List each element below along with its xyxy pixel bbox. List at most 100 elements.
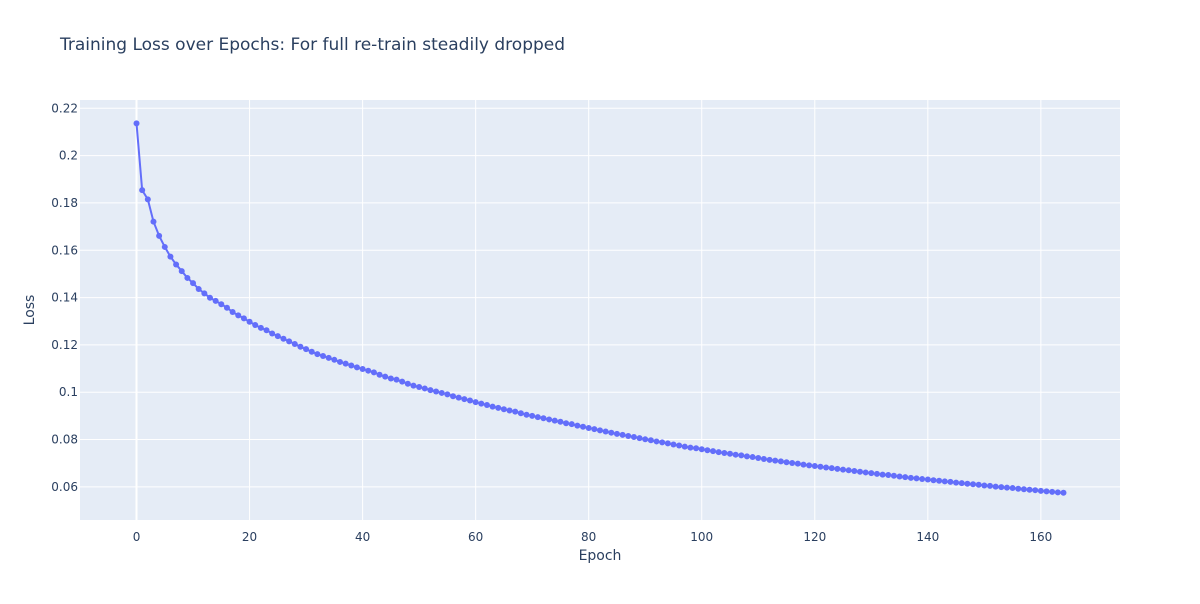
loss-point[interactable] xyxy=(670,441,677,448)
loss-point[interactable] xyxy=(964,480,971,487)
loss-point[interactable] xyxy=(308,348,315,355)
loss-point[interactable] xyxy=(291,340,298,347)
loss-point[interactable] xyxy=(772,457,779,464)
loss-point[interactable] xyxy=(597,427,603,434)
loss-point[interactable] xyxy=(817,463,824,470)
loss-point[interactable] xyxy=(789,459,796,466)
loss-point[interactable] xyxy=(433,388,440,395)
loss-point[interactable] xyxy=(613,430,620,437)
loss-point[interactable] xyxy=(529,412,536,419)
loss-point[interactable] xyxy=(161,243,168,250)
loss-point[interactable] xyxy=(698,446,705,453)
loss-point[interactable] xyxy=(387,375,394,382)
loss-point[interactable] xyxy=(845,467,852,474)
loss-point[interactable] xyxy=(427,387,434,394)
loss-point[interactable] xyxy=(811,463,818,470)
loss-point[interactable] xyxy=(500,406,507,413)
loss-point[interactable] xyxy=(252,322,259,329)
loss-point[interactable] xyxy=(1032,487,1039,494)
loss-point[interactable] xyxy=(173,261,180,268)
loss-point[interactable] xyxy=(608,429,615,436)
loss-point[interactable] xyxy=(659,439,666,446)
loss-point[interactable] xyxy=(450,393,457,400)
loss-point[interactable] xyxy=(201,290,208,297)
loss-point[interactable] xyxy=(1049,488,1056,495)
loss-point[interactable] xyxy=(495,404,502,411)
loss-point[interactable] xyxy=(585,424,592,431)
loss-point[interactable] xyxy=(823,464,830,471)
loss-point[interactable] xyxy=(907,474,914,481)
loss-point[interactable] xyxy=(195,286,202,293)
loss-point[interactable] xyxy=(664,440,671,447)
loss-point[interactable] xyxy=(1009,485,1016,492)
loss-point[interactable] xyxy=(184,274,191,281)
loss-point[interactable] xyxy=(240,315,247,322)
loss-point[interactable] xyxy=(144,196,151,203)
loss-point[interactable] xyxy=(619,431,626,438)
loss-point[interactable] xyxy=(297,343,304,350)
loss-point[interactable] xyxy=(902,474,909,481)
loss-point[interactable] xyxy=(806,462,813,469)
loss-point[interactable] xyxy=(416,384,423,391)
loss-point[interactable] xyxy=(727,450,733,457)
loss-point[interactable] xyxy=(438,389,445,396)
loss-point[interactable] xyxy=(924,476,931,483)
loss-point[interactable] xyxy=(557,418,564,425)
loss-point[interactable] xyxy=(223,304,230,311)
loss-point[interactable] xyxy=(280,335,287,342)
loss-point[interactable] xyxy=(156,232,163,239)
loss-point[interactable] xyxy=(348,362,355,369)
loss-point[interactable] xyxy=(314,351,321,358)
loss-point[interactable] xyxy=(721,450,728,457)
loss-point[interactable] xyxy=(207,294,213,301)
loss-point[interactable] xyxy=(461,396,468,403)
loss-point[interactable] xyxy=(1026,486,1033,493)
loss-point[interactable] xyxy=(325,354,332,361)
loss-point[interactable] xyxy=(517,410,524,417)
loss-point[interactable] xyxy=(212,297,219,304)
loss-point[interactable] xyxy=(523,411,530,418)
loss-point[interactable] xyxy=(653,438,660,445)
loss-point[interactable] xyxy=(936,477,943,484)
loss-point[interactable] xyxy=(404,380,411,387)
loss-point[interactable] xyxy=(568,421,575,428)
loss-point[interactable] xyxy=(467,397,473,404)
loss-point[interactable] xyxy=(472,399,479,406)
loss-point[interactable] xyxy=(834,465,841,472)
loss-point[interactable] xyxy=(421,385,428,392)
loss-point[interactable] xyxy=(862,469,869,476)
loss-point[interactable] xyxy=(563,420,570,427)
loss-point[interactable] xyxy=(743,453,750,460)
loss-point[interactable] xyxy=(975,481,982,488)
loss-point[interactable] xyxy=(738,452,745,459)
loss-point[interactable] xyxy=(235,312,242,319)
loss-point[interactable] xyxy=(546,416,553,423)
loss-point[interactable] xyxy=(591,426,598,433)
loss-point[interactable] xyxy=(359,366,366,373)
loss-point[interactable] xyxy=(625,433,632,439)
loss-point[interactable] xyxy=(512,408,519,415)
loss-point[interactable] xyxy=(947,478,954,485)
loss-point[interactable] xyxy=(370,369,377,376)
loss-point[interactable] xyxy=(139,187,146,194)
loss-point[interactable] xyxy=(873,470,880,477)
loss-point[interactable] xyxy=(534,414,541,421)
loss-point[interactable] xyxy=(342,360,349,367)
loss-point[interactable] xyxy=(879,471,886,478)
loss-point[interactable] xyxy=(953,479,960,486)
loss-point[interactable] xyxy=(777,458,784,465)
loss-point[interactable] xyxy=(229,309,236,316)
loss-point[interactable] xyxy=(190,280,197,287)
loss-point[interactable] xyxy=(958,480,965,487)
loss-point[interactable] xyxy=(710,448,717,455)
loss-point[interactable] xyxy=(133,120,140,127)
loss-point[interactable] xyxy=(642,436,649,443)
loss-point[interactable] xyxy=(574,422,581,429)
loss-point[interactable] xyxy=(868,470,875,477)
loss-point[interactable] xyxy=(1043,488,1050,495)
loss-point[interactable] xyxy=(885,472,892,479)
loss-point[interactable] xyxy=(681,443,688,450)
loss-point[interactable] xyxy=(840,466,847,473)
loss-point[interactable] xyxy=(382,373,389,380)
loss-point[interactable] xyxy=(987,482,993,489)
